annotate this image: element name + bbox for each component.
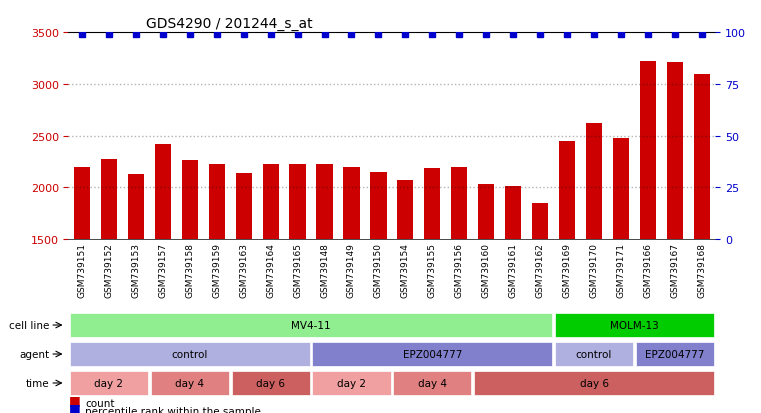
Text: ■: ■ (68, 401, 80, 413)
Text: control: control (171, 349, 208, 359)
Bar (154, 145, 171, 394)
Text: EPZ004777: EPZ004777 (403, 349, 462, 359)
Bar (236, 173, 252, 394)
Text: day 4: day 4 (175, 378, 204, 388)
Bar (209, 164, 224, 394)
Text: day 2: day 2 (337, 378, 366, 388)
Bar (532, 203, 548, 394)
FancyBboxPatch shape (474, 371, 714, 395)
FancyBboxPatch shape (393, 371, 471, 395)
Bar (451, 167, 467, 394)
Text: percentile rank within the sample: percentile rank within the sample (85, 406, 261, 413)
Text: ■: ■ (68, 394, 80, 406)
Bar (424, 169, 441, 394)
Bar (263, 164, 279, 394)
Bar (100, 160, 117, 394)
FancyBboxPatch shape (70, 313, 552, 337)
Text: cell line: cell line (9, 320, 49, 330)
Bar (667, 63, 683, 394)
Text: day 6: day 6 (580, 378, 609, 388)
FancyBboxPatch shape (231, 371, 310, 395)
Bar (74, 167, 90, 394)
Text: EPZ004777: EPZ004777 (645, 349, 705, 359)
Bar (343, 167, 359, 394)
Bar (559, 141, 575, 394)
FancyBboxPatch shape (70, 371, 148, 395)
Text: control: control (576, 349, 613, 359)
Bar (128, 174, 144, 394)
Text: day 2: day 2 (94, 378, 123, 388)
FancyBboxPatch shape (151, 371, 229, 395)
Bar (586, 124, 602, 394)
Bar (182, 161, 198, 394)
Bar (397, 181, 413, 394)
Bar (317, 164, 333, 394)
Text: count: count (85, 399, 115, 408)
Bar (371, 173, 387, 394)
Bar (640, 62, 656, 394)
Text: agent: agent (19, 349, 49, 359)
FancyBboxPatch shape (313, 342, 552, 366)
Bar (694, 74, 710, 394)
Text: GDS4290 / 201244_s_at: GDS4290 / 201244_s_at (146, 17, 313, 31)
FancyBboxPatch shape (313, 371, 390, 395)
Bar (478, 185, 495, 394)
Text: day 6: day 6 (256, 378, 285, 388)
FancyBboxPatch shape (636, 342, 714, 366)
Text: day 4: day 4 (418, 378, 447, 388)
Text: time: time (26, 378, 49, 388)
Bar (505, 187, 521, 394)
Bar (613, 138, 629, 394)
Bar (289, 164, 306, 394)
Text: MOLM-13: MOLM-13 (610, 320, 659, 330)
FancyBboxPatch shape (555, 313, 714, 337)
FancyBboxPatch shape (70, 342, 310, 366)
FancyBboxPatch shape (555, 342, 633, 366)
Text: MV4-11: MV4-11 (291, 320, 331, 330)
